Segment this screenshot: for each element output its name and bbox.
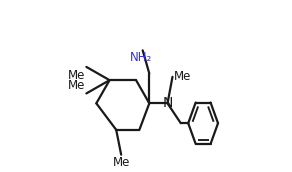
- Text: Me: Me: [68, 79, 86, 92]
- Text: N: N: [162, 96, 173, 110]
- Text: Me: Me: [68, 69, 86, 82]
- Text: Me: Me: [174, 70, 192, 83]
- Text: Me: Me: [112, 156, 130, 169]
- Text: NH₂: NH₂: [130, 51, 152, 64]
